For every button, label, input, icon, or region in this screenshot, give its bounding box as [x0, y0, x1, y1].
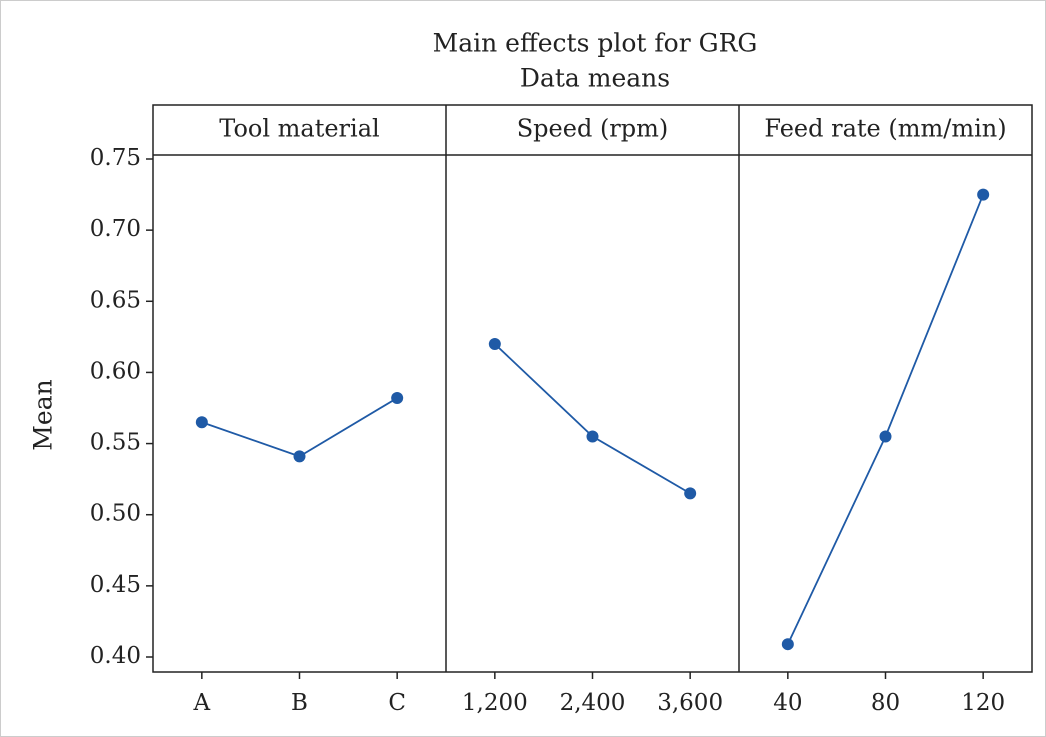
- x-tick-label: 3,600: [657, 690, 723, 716]
- data-point: [391, 392, 404, 405]
- data-point: [195, 416, 208, 429]
- effect-line: [494, 343, 691, 495]
- y-tick-label: 0.40: [90, 643, 141, 669]
- data-point: [977, 188, 990, 201]
- panel-title: Tool material: [219, 115, 379, 143]
- data-point: [488, 337, 501, 350]
- data-point: [586, 430, 599, 443]
- chart-title: Main effects plot for GRG: [433, 29, 758, 58]
- y-tick-label: 0.50: [90, 501, 141, 527]
- effect-line: [787, 194, 985, 645]
- x-tick-label: 120: [961, 690, 1005, 716]
- chart-subtitle: Data means: [520, 64, 670, 93]
- y-tick-label: 0.45: [90, 572, 141, 598]
- y-axis-label: Mean: [29, 379, 58, 450]
- x-tick-label: C: [388, 690, 406, 716]
- data-point: [684, 487, 697, 500]
- effect-line: [201, 397, 398, 458]
- y-tick-label: 0.75: [90, 145, 141, 171]
- data-point: [781, 638, 794, 651]
- x-tick-label: 80: [871, 690, 900, 716]
- x-tick-label: B: [291, 690, 308, 716]
- data-point: [293, 450, 306, 463]
- plot-frame: [152, 104, 1033, 673]
- x-tick-label: 1,200: [462, 690, 528, 716]
- data-point: [879, 430, 892, 443]
- y-tick-label: 0.60: [90, 358, 141, 384]
- x-tick-label: A: [193, 690, 211, 716]
- y-tick-label: 0.55: [90, 430, 141, 456]
- y-tick-label: 0.70: [90, 216, 141, 242]
- x-tick-label: 40: [773, 690, 802, 716]
- panel-title: Speed (rpm): [517, 115, 669, 143]
- panel-title: Feed rate (mm/min): [764, 115, 1006, 143]
- x-tick-label: 2,400: [560, 690, 626, 716]
- y-tick-label: 0.65: [90, 287, 141, 313]
